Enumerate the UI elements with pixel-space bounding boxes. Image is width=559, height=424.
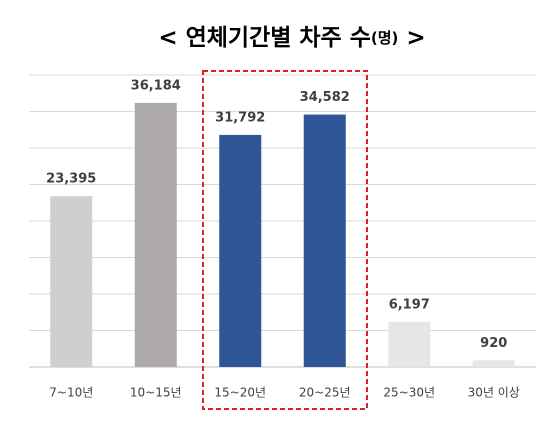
chart-title: < 연체기간별 차주 수: [158, 25, 371, 51]
bar: [388, 321, 431, 367]
value-label: 31,792: [215, 110, 265, 125]
bar: [303, 114, 346, 368]
x-tick-label: 20~25년: [299, 386, 351, 400]
value-label: 920: [480, 336, 507, 351]
value-label: 6,197: [389, 297, 430, 312]
value-label: 23,395: [46, 172, 96, 187]
value-label: 36,184: [131, 78, 181, 93]
chart-title-unit: (명): [371, 29, 399, 47]
x-tick-label: 25~30년: [383, 386, 435, 400]
bar: [134, 102, 177, 367]
x-tick-label: 30년 이상: [468, 386, 520, 400]
value-label: 34,582: [300, 90, 350, 105]
bar: [50, 196, 93, 367]
chart-title-end: >: [406, 25, 425, 51]
highlight-box: [202, 70, 368, 410]
x-tick-label: 15~20년: [214, 386, 266, 400]
chart-title-group: < 연체기간별 차주 수(명) >: [158, 25, 425, 51]
x-tick-label: 10~15년: [130, 386, 182, 400]
bar: [472, 360, 515, 367]
x-tick-label: 7~10년: [49, 386, 93, 400]
bar: [219, 134, 262, 367]
